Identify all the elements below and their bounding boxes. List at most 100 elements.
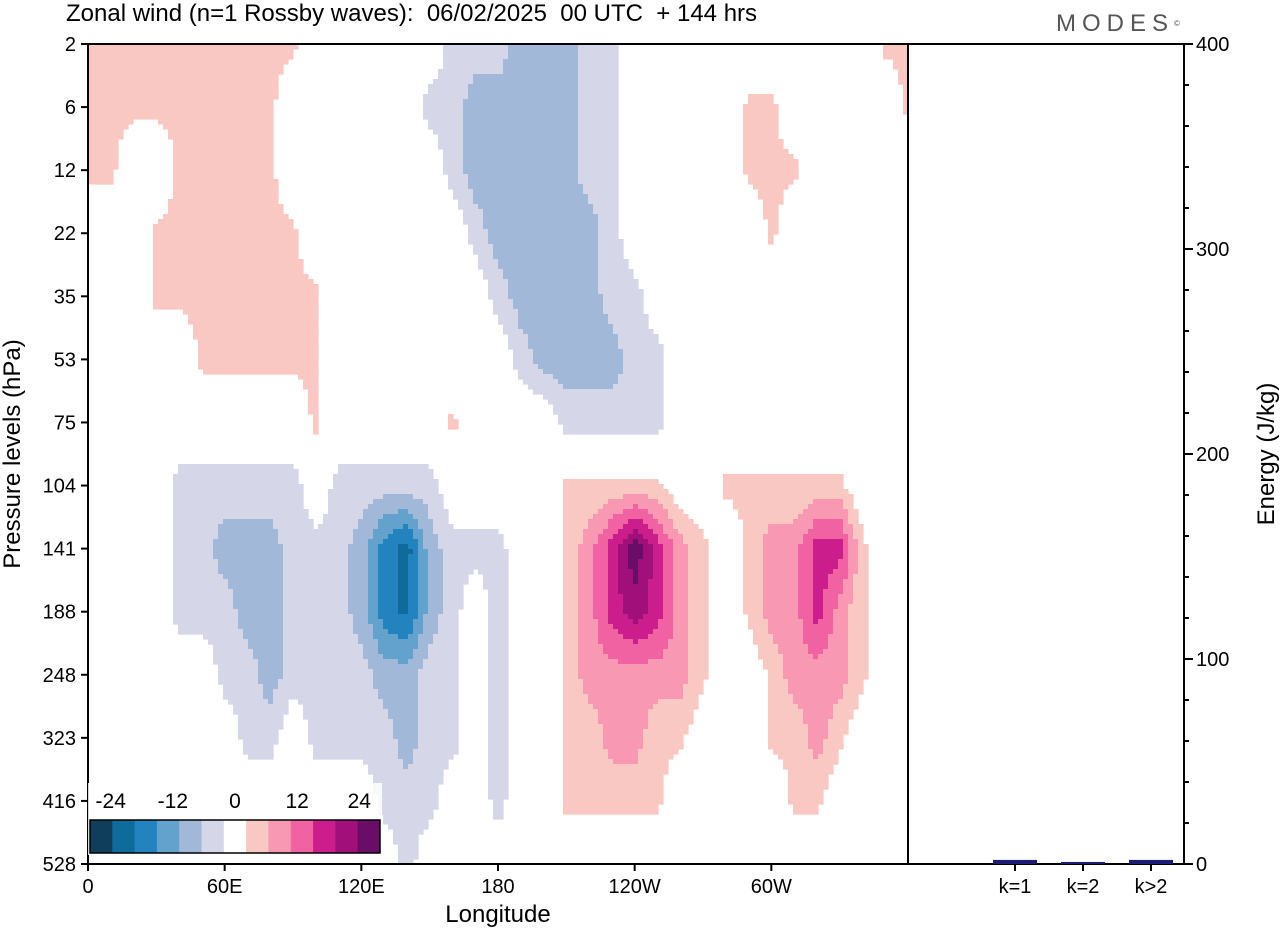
field-cell	[98, 109, 104, 115]
field-cell	[603, 79, 609, 85]
field-cell	[573, 404, 579, 410]
field-cell	[503, 319, 509, 325]
field-cell	[773, 159, 779, 165]
field-cell	[613, 289, 619, 295]
field-cell	[268, 169, 274, 175]
field-cell	[543, 229, 549, 235]
field-cell	[288, 314, 294, 320]
field-cell	[228, 314, 234, 320]
field-cell	[538, 119, 544, 125]
field-cell	[513, 164, 519, 170]
field-cell	[308, 324, 314, 330]
field-cell	[138, 69, 144, 75]
field-cell	[508, 294, 514, 300]
field-cell	[193, 109, 199, 115]
field-cell	[128, 74, 134, 80]
field-cell	[623, 329, 629, 335]
field-cell	[563, 99, 569, 105]
field-cell	[428, 89, 434, 95]
field-cell	[593, 259, 599, 265]
field-cell	[593, 339, 599, 345]
field-cell	[508, 159, 514, 165]
field-cell	[508, 259, 514, 265]
field-cell	[218, 84, 224, 90]
field-cell	[288, 339, 294, 345]
field-cell	[178, 239, 184, 245]
field-cell	[538, 54, 544, 60]
field-cell	[168, 239, 174, 245]
field-cell	[213, 89, 219, 95]
field-cell	[518, 304, 524, 310]
field-cell	[483, 189, 489, 195]
field-cell	[163, 214, 169, 220]
field-cell	[608, 359, 614, 365]
field-cell	[623, 349, 629, 355]
field-cell	[573, 129, 579, 135]
field-cell	[408, 469, 414, 475]
field-cell	[223, 289, 229, 295]
field-cell	[243, 219, 249, 225]
field-cell	[268, 159, 274, 165]
field-cell	[533, 129, 539, 135]
field-cell	[233, 304, 239, 310]
field-cell	[248, 234, 254, 240]
field-cell	[303, 329, 309, 335]
field-cell	[563, 44, 569, 50]
field-cell	[268, 99, 274, 105]
field-cell	[288, 364, 294, 370]
field-cell	[773, 479, 779, 485]
field-cell	[608, 349, 614, 355]
field-cell	[233, 464, 239, 470]
field-cell	[563, 294, 569, 300]
field-cell	[598, 364, 604, 370]
field-cell	[203, 119, 209, 125]
field-cell	[553, 134, 559, 140]
field-cell	[308, 374, 314, 380]
field-cell	[573, 274, 579, 280]
field-cell	[178, 214, 184, 220]
field-cell	[538, 164, 544, 170]
field-cell	[503, 229, 509, 235]
field-cell	[578, 269, 584, 275]
field-cell	[758, 174, 764, 180]
field-cell	[263, 254, 269, 260]
field-cell	[543, 159, 549, 165]
field-cell	[598, 354, 604, 360]
field-cell	[573, 344, 579, 350]
field-cell	[583, 404, 589, 410]
field-cell	[178, 154, 184, 160]
field-cell	[113, 144, 119, 150]
field-cell	[528, 74, 534, 80]
field-cell	[548, 374, 554, 380]
field-cell	[293, 284, 299, 290]
field-cell	[243, 54, 249, 60]
field-cell	[558, 239, 564, 245]
field-cell	[103, 149, 109, 155]
field-cell	[598, 369, 604, 375]
field-cell	[588, 429, 594, 435]
field-cell	[758, 99, 764, 105]
field-cell	[613, 304, 619, 310]
field-cell	[263, 189, 269, 195]
field-cell	[598, 339, 604, 345]
field-cell	[283, 369, 289, 375]
field-cell	[568, 69, 574, 75]
field-cell	[578, 374, 584, 380]
field-cell	[238, 269, 244, 275]
field-cell	[158, 239, 164, 245]
field-cell	[278, 279, 284, 285]
field-cell	[633, 339, 639, 345]
field-cell	[243, 224, 249, 230]
field-cell	[598, 119, 604, 125]
field-cell	[428, 474, 434, 480]
field-cell	[603, 89, 609, 95]
field-cell	[223, 224, 229, 230]
field-cell	[728, 484, 734, 490]
field-cell	[593, 479, 599, 485]
field-cell	[478, 129, 484, 135]
field-cell	[188, 319, 194, 325]
field-cell	[253, 44, 259, 50]
field-cell	[603, 329, 609, 335]
field-cell	[373, 464, 379, 470]
field-cell	[498, 49, 504, 55]
